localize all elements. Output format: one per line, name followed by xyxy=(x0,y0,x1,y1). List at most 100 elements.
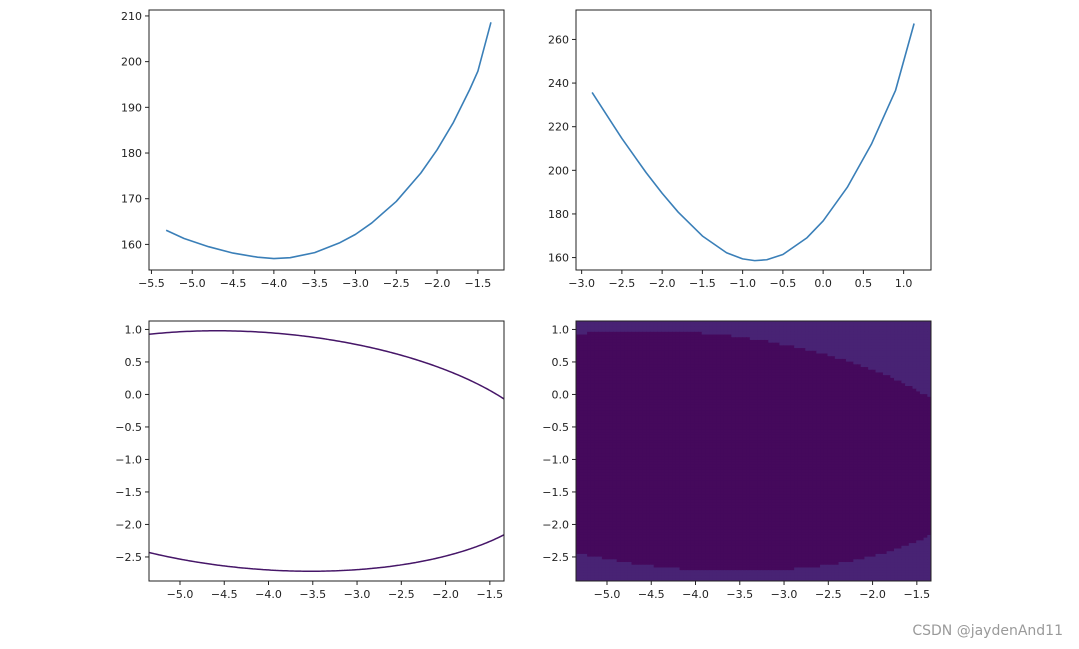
contour-fill-cell xyxy=(801,337,806,341)
contour-fill-cell xyxy=(705,442,710,447)
contour-fill-cell xyxy=(771,399,777,403)
contour-fill-cell xyxy=(886,364,891,368)
contour-fill-cell xyxy=(875,375,880,379)
contour-fill-cell xyxy=(694,432,699,436)
contour-fill-cell xyxy=(620,451,625,455)
contour-fill-cell xyxy=(771,407,777,411)
contour-fill-cell xyxy=(768,380,773,384)
contour-fill-cell xyxy=(845,394,851,398)
contour-fill-cell xyxy=(642,369,647,374)
contour-fill-cell xyxy=(594,377,599,382)
contour-fill-cell xyxy=(672,367,677,371)
contour-fill-cell xyxy=(605,348,610,352)
contour-fill-cell xyxy=(720,334,725,338)
contour-fill-cell xyxy=(609,437,614,441)
contour-fill-cell xyxy=(927,375,931,379)
contour-fill-cell xyxy=(686,356,692,360)
contour-fill-cell xyxy=(698,453,703,458)
contour-fill-cell xyxy=(897,361,903,365)
contour-fill-cell xyxy=(679,413,684,417)
contour-fill-cell xyxy=(919,339,925,344)
contour-fill-cell xyxy=(709,386,714,390)
contour-fill-cell xyxy=(927,413,931,417)
contour-fill-cell xyxy=(853,331,858,336)
contour-fill-cell xyxy=(723,402,729,406)
contour-fill-cell xyxy=(757,369,762,374)
contour-fill-cell xyxy=(908,342,914,346)
contour-fill-cell xyxy=(901,451,906,455)
contour-fill-cell xyxy=(657,334,662,338)
contour-fill-cell xyxy=(746,404,751,409)
contour-fill-cell xyxy=(927,445,931,449)
contour-fill-cell xyxy=(827,426,832,430)
contour-fill-cell xyxy=(635,337,640,341)
contour-fill-cell xyxy=(690,421,695,425)
contour-fill-cell xyxy=(790,402,795,406)
contour-fill-cell xyxy=(657,348,662,352)
contour-fill-cell xyxy=(653,388,658,393)
contour-fill-cell xyxy=(801,394,806,398)
contour-fill-cell xyxy=(831,372,836,376)
contour-fill-cell xyxy=(646,380,651,384)
contour-fill-cell xyxy=(823,434,829,439)
contour-fill-cell xyxy=(605,391,610,395)
contour-fill-cell xyxy=(631,372,636,376)
contour-fill-cell xyxy=(779,442,784,447)
contour-fill-cell xyxy=(882,372,888,376)
contour-fill-cell xyxy=(871,323,877,328)
contour-fill-cell xyxy=(731,442,736,447)
contour-fill-cell xyxy=(801,429,806,433)
contour-fill-cell xyxy=(831,377,836,382)
contour-fill-cell xyxy=(764,345,769,349)
contour-fill-cell xyxy=(616,334,621,338)
contour-fill-cell xyxy=(790,386,795,390)
contour-fill-cell xyxy=(797,426,803,430)
contour-fill-cell xyxy=(857,350,862,355)
contour-fill-cell xyxy=(649,339,655,344)
contour-fill-cell xyxy=(583,386,588,390)
contour-fill-cell xyxy=(727,429,732,433)
contour-fill-cell xyxy=(908,407,914,411)
contour-fill-cell xyxy=(779,386,784,390)
contour-fill-cell xyxy=(705,383,710,387)
contour-fill-cell xyxy=(638,361,644,365)
contour-fill-cell xyxy=(624,418,629,422)
contour-fill-cell xyxy=(868,426,873,430)
contour-fill-cell xyxy=(838,402,843,406)
contour-fill-cell xyxy=(905,331,910,336)
contour-fill-cell xyxy=(598,442,603,447)
contour-fill-cell xyxy=(919,451,925,455)
contour-fill-cell xyxy=(746,367,751,371)
contour-fill-cell xyxy=(627,429,633,433)
contour-fill-cell xyxy=(894,377,899,382)
contour-fill-cell xyxy=(916,453,921,458)
contour-fill-cell xyxy=(771,339,777,344)
contour-fill-cell xyxy=(753,437,758,441)
contour-fill-cell xyxy=(712,418,718,422)
contour-fill-cell xyxy=(871,442,877,447)
contour-fill-cell xyxy=(735,421,740,425)
contour-fill-cell xyxy=(842,331,847,336)
contour-fill-cell xyxy=(860,334,866,338)
contour-fill-cell xyxy=(609,388,614,393)
contour-fill-cell xyxy=(853,377,858,382)
contour-fill-cell xyxy=(779,402,784,406)
contour-fill-cell xyxy=(812,345,817,349)
contour-fill-cell xyxy=(875,331,880,336)
contour-fill-cell xyxy=(916,421,921,425)
contour-fill-cell xyxy=(812,364,817,368)
contour-fill-cell xyxy=(849,356,854,360)
contour-fill-cell xyxy=(771,345,777,349)
contour-fill-cell xyxy=(694,418,699,422)
contour-fill-cell xyxy=(698,345,703,349)
contour-fill-cell xyxy=(587,383,592,387)
contour-fill-cell xyxy=(753,426,758,430)
contour-fill-cell xyxy=(742,396,747,401)
contour-fill-cell xyxy=(864,386,869,390)
contour-fill-cell xyxy=(683,358,688,363)
contour-fill-cell xyxy=(738,329,744,333)
contour-fill-cell xyxy=(812,383,817,387)
x-tick-label: −2.5 xyxy=(388,588,415,601)
contour-fill-cell xyxy=(790,345,795,349)
contour-fill-cell xyxy=(812,399,817,403)
